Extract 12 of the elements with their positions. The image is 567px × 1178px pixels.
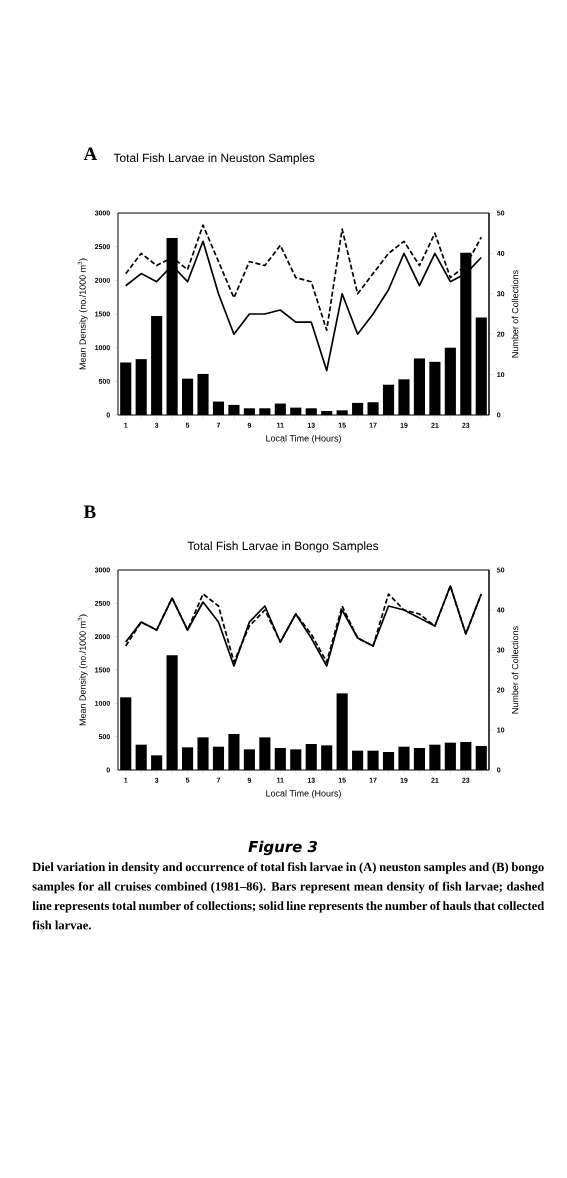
caption: Figure 3 — [248, 840, 317, 856]
chart-subtitle: Total Fish Larvae in Neuston Samples — [113, 153, 315, 165]
chart-title: B — [83, 505, 96, 519]
x-axis-title: Local Time (Hours) — [266, 434, 341, 444]
y2-axis-title: Number of Collections — [511, 626, 519, 714]
chart-title: A — [83, 147, 98, 161]
chart-subtitle: Total Fish Larvae in Bongo Samples — [187, 541, 379, 553]
y-axis-title: Mean Density (no./1000 m$^{3}$) — [77, 614, 88, 726]
text: Diel variation in density and occurrence of total fish larvae in (A) neuston samples and (B) bongo samples for all cruises combined (1981–86). Bars represent mean density of fish larvae; dashed line represents total number of collections; solid line represents the number of hauls that collected fish larvae. — [32, 862, 545, 930]
y-axis-title: Mean Density (no./1000 m$^{3}$) — [77, 258, 88, 370]
x-axis-title: Local Time (Hours) — [266, 789, 341, 799]
y2-axis-title: Number of Collections — [511, 270, 519, 358]
